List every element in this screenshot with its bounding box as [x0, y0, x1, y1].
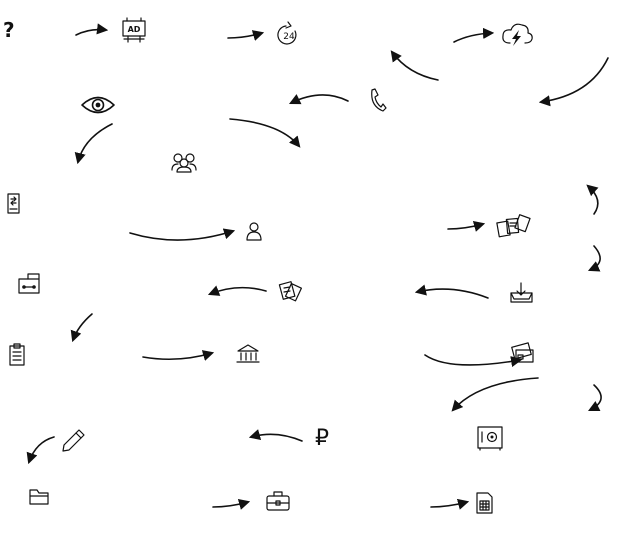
- bank-icon: [236, 344, 260, 363]
- svg-text:AD: AD: [128, 25, 141, 34]
- briefcase-icon: [266, 491, 290, 511]
- arrow: [229, 118, 301, 148]
- user-icon: [246, 222, 262, 241]
- question-mark-icon: ?: [3, 18, 15, 42]
- safe-icon: [477, 426, 503, 451]
- arrow: [26, 436, 55, 465]
- arrow: [587, 384, 602, 412]
- ruble-icon: ₽: [315, 426, 329, 451]
- inbox-download-icon: [510, 282, 533, 303]
- arrow: [586, 184, 599, 215]
- arrow: [75, 23, 109, 36]
- users-group-icon: [171, 153, 197, 173]
- arrow: [538, 57, 609, 107]
- wallet-icon: [511, 342, 534, 363]
- arrow: [288, 94, 349, 105]
- arrow: [447, 221, 486, 232]
- paper-exchange-icon: [278, 281, 302, 302]
- arrow: [587, 245, 601, 272]
- documents-icon: [496, 214, 531, 238]
- arrow: [453, 27, 495, 43]
- arrow: [248, 429, 303, 442]
- arrow: [424, 354, 523, 368]
- arrow: [390, 50, 439, 81]
- arrow: [207, 285, 267, 296]
- clipboard-list-icon: [9, 343, 25, 366]
- arrow: [129, 228, 236, 241]
- mobile-transfer-icon: [7, 193, 20, 214]
- arrow: [414, 284, 489, 299]
- phone-icon: [371, 88, 387, 112]
- arrow: [212, 499, 251, 510]
- arrow: [70, 313, 93, 343]
- arrow: [74, 123, 113, 165]
- svg-text:24: 24: [283, 32, 295, 42]
- arrow: [142, 350, 215, 361]
- calculator-document-icon: [476, 492, 493, 514]
- clock-24-icon: 24: [277, 21, 297, 45]
- arrows: [26, 23, 609, 510]
- cloud-lightning-icon: [502, 23, 533, 46]
- billboard-icon: AD: [122, 17, 146, 43]
- eye-icon: [81, 96, 115, 114]
- arrow: [451, 377, 539, 412]
- folder-icon: [29, 489, 49, 505]
- pencil-icon: [62, 429, 85, 452]
- arrow: [430, 498, 470, 510]
- arrow: [227, 30, 265, 41]
- mailbox-icon: [18, 273, 40, 294]
